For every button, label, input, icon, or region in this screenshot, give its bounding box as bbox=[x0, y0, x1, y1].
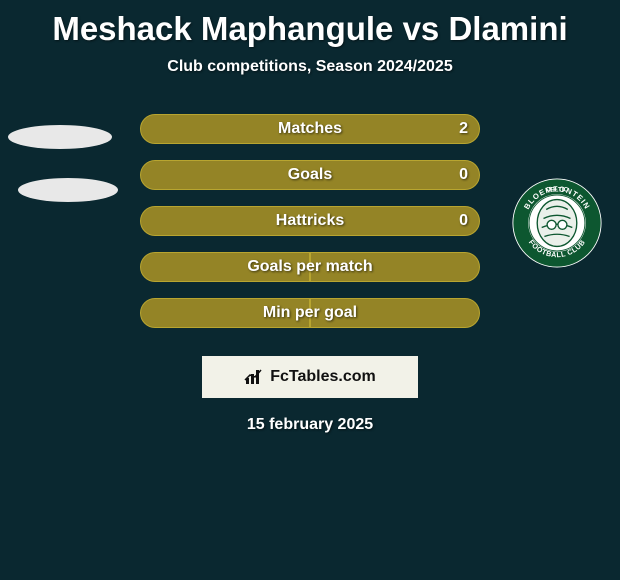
stat-label: Min per goal bbox=[263, 304, 357, 322]
stat-value-right: 0 bbox=[459, 166, 468, 184]
stat-label: Hattricks bbox=[276, 212, 344, 230]
subtitle: Club competitions, Season 2024/2025 bbox=[0, 58, 620, 76]
stat-value-right: 2 bbox=[459, 120, 468, 138]
stat-row: Goals per match bbox=[0, 244, 620, 290]
chart-icon bbox=[244, 368, 264, 386]
stat-label: Goals bbox=[288, 166, 332, 184]
stat-row: Hattricks 0 bbox=[0, 198, 620, 244]
stat-label: Goals per match bbox=[247, 258, 372, 276]
branding-text: FcTables.com bbox=[270, 368, 376, 386]
stat-label: Matches bbox=[278, 120, 342, 138]
stats-container: Matches 2 Goals 0 Hattricks 0 Goals per … bbox=[0, 106, 620, 336]
page-title: Meshack Maphangule vs Dlamini bbox=[0, 0, 620, 48]
branding-badge: FcTables.com bbox=[202, 356, 418, 398]
date-label: 15 february 2025 bbox=[0, 416, 620, 434]
stat-row: Goals 0 bbox=[0, 152, 620, 198]
stat-row: Min per goal bbox=[0, 290, 620, 336]
stat-row: Matches 2 bbox=[0, 106, 620, 152]
stat-value-right: 0 bbox=[459, 212, 468, 230]
